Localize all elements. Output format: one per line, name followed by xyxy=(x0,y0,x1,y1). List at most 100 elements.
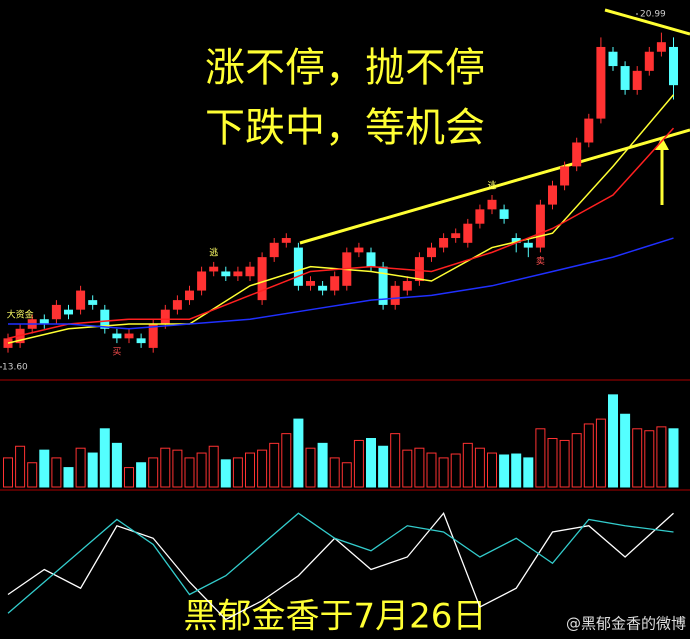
volume-bar xyxy=(511,453,522,488)
candle-body xyxy=(281,238,291,243)
candle-body xyxy=(560,166,570,186)
candle-body xyxy=(3,338,13,348)
volume-bar xyxy=(160,447,171,488)
volume-bar xyxy=(426,452,437,488)
volume-bar xyxy=(583,423,594,488)
volume-bar xyxy=(632,428,643,488)
annotation: 逃 xyxy=(209,246,218,258)
candle-body xyxy=(632,70,642,90)
volume-bar xyxy=(39,449,50,488)
headline: 下跌中，等机会 xyxy=(205,105,485,151)
candle-body xyxy=(51,304,61,320)
volume-bar xyxy=(305,447,316,488)
candle-body xyxy=(172,300,182,310)
candle-body xyxy=(511,238,521,243)
volume-bar xyxy=(523,457,534,488)
volume-bar xyxy=(196,452,207,488)
volume-bar xyxy=(148,457,159,488)
volume-bar xyxy=(329,457,340,488)
arrow-head xyxy=(655,137,669,150)
candle-body xyxy=(378,266,388,305)
volume-bar xyxy=(571,433,582,488)
candle-body xyxy=(306,281,315,286)
candle-body xyxy=(487,199,497,210)
volume-bar xyxy=(51,457,62,488)
volume-bar xyxy=(220,459,231,488)
volume-bar xyxy=(414,447,425,488)
volume-bar xyxy=(75,447,86,488)
trend-line xyxy=(604,8,690,36)
volume-bar xyxy=(644,430,655,488)
candle-body xyxy=(185,290,194,301)
candle-body xyxy=(451,233,461,239)
volume-bar xyxy=(402,449,413,488)
volume-bar xyxy=(438,457,449,488)
candle-body xyxy=(535,204,545,248)
volume-bar xyxy=(450,453,461,488)
annotation: 买 xyxy=(112,347,121,358)
candle-body xyxy=(233,271,243,277)
volume-bar xyxy=(341,462,352,488)
volume-bar xyxy=(620,413,631,488)
annotation: 卖 xyxy=(536,256,545,267)
candle-body xyxy=(269,242,279,258)
y-tick-label: 13.60 xyxy=(2,363,28,373)
candle-body xyxy=(608,51,618,67)
volume-bar xyxy=(87,452,98,488)
volume-bar xyxy=(257,449,268,488)
watermark: @黑郁金香的微博 xyxy=(566,615,686,633)
candle-body xyxy=(100,309,110,329)
candle-body xyxy=(76,290,86,310)
candle-body xyxy=(354,247,364,253)
candle-body xyxy=(669,46,678,86)
candle-body xyxy=(318,285,328,291)
volume-bar xyxy=(269,442,280,488)
volume-bar xyxy=(547,438,558,488)
volume-bar xyxy=(668,428,679,488)
volume-bar xyxy=(462,442,473,488)
candle-body xyxy=(499,209,509,219)
volume-bar xyxy=(474,447,485,488)
volume-bar xyxy=(124,467,134,488)
volume-bar xyxy=(15,445,26,488)
volume-bar xyxy=(656,426,667,488)
candle-body xyxy=(209,266,219,272)
volume-bar xyxy=(487,452,497,488)
volume-bar xyxy=(595,418,606,488)
candle-body xyxy=(257,257,267,301)
candle-body xyxy=(390,285,400,305)
candle-body xyxy=(39,319,49,325)
volume-bar xyxy=(281,433,292,488)
candle-body xyxy=(293,247,303,286)
volume-bar xyxy=(111,442,122,488)
candle-body xyxy=(439,238,449,248)
candle-body xyxy=(197,271,207,291)
candle-body xyxy=(245,266,255,277)
candle-body xyxy=(596,46,606,119)
volume-bar xyxy=(27,462,38,488)
trend-line xyxy=(299,128,690,245)
moving-average xyxy=(7,127,675,340)
volume-bar xyxy=(63,467,74,488)
candle-body xyxy=(584,118,594,143)
volume-bar xyxy=(499,454,510,488)
candle-body xyxy=(656,42,666,52)
caption: 黑郁金香于7月26日 xyxy=(184,597,487,637)
annotation: 大资金 xyxy=(7,309,34,321)
volume-bar xyxy=(232,457,243,488)
volume-bar xyxy=(136,462,147,488)
indicator-line xyxy=(7,512,674,614)
candle-body xyxy=(136,338,146,344)
candle-body xyxy=(463,223,473,243)
candle-body xyxy=(620,66,630,90)
candle-body xyxy=(548,185,557,205)
volume-bar xyxy=(293,418,304,488)
candle-body xyxy=(427,247,436,258)
volume-bar xyxy=(390,433,401,488)
candle-body xyxy=(523,242,533,248)
volume-bar xyxy=(378,445,389,488)
volume-bar xyxy=(184,457,195,488)
volume-bar xyxy=(535,428,546,488)
moving-average xyxy=(8,237,674,330)
